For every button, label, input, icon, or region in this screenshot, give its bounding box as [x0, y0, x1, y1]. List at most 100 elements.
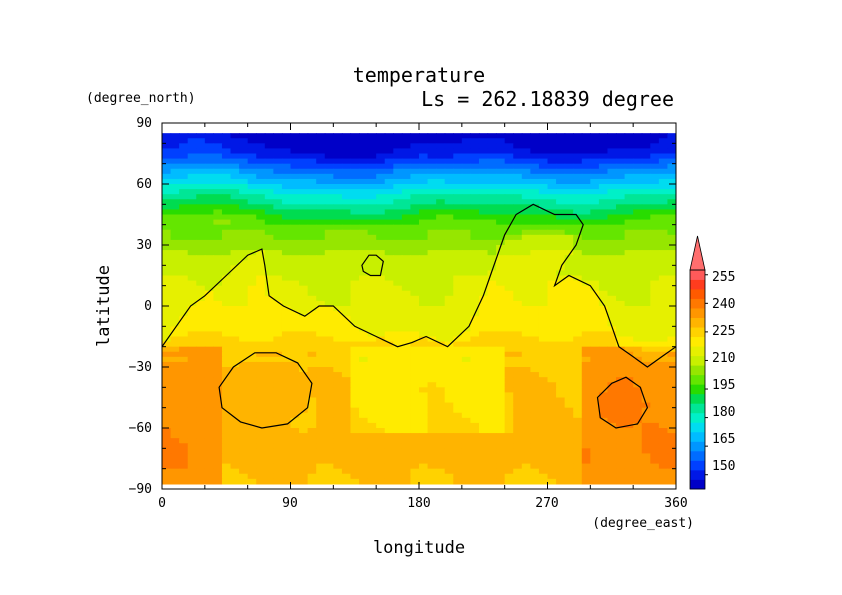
temperature-cell [221, 448, 232, 455]
temperature-cell [299, 468, 309, 475]
temperature-cell [427, 133, 437, 139]
temperature-cell [187, 402, 197, 409]
temperature-cell [564, 300, 574, 307]
temperature-cell [556, 448, 566, 455]
temperature-cell [162, 300, 172, 307]
temperature-cell [384, 392, 394, 399]
temperature-cell [521, 163, 531, 170]
temperature-cell [333, 138, 343, 144]
temperature-cell [453, 372, 463, 378]
temperature-cell [581, 326, 591, 333]
temperature-cell [324, 194, 334, 200]
temperature-cell [359, 194, 369, 200]
temperature-cell [170, 255, 180, 261]
temperature-cell [341, 428, 352, 434]
temperature-cell [187, 316, 197, 322]
temperature-cell [324, 250, 334, 256]
temperature-cell [547, 326, 557, 333]
temperature-cell [538, 341, 549, 348]
temperature-cell [616, 346, 626, 353]
temperature-cell [256, 133, 266, 139]
temperature-cell [538, 194, 549, 200]
temperature-cell [419, 224, 429, 231]
temperature-cell [333, 199, 343, 205]
temperature-cell [230, 351, 240, 358]
temperature-cell [256, 326, 266, 333]
temperature-cell [590, 397, 600, 404]
temperature-cell [256, 265, 266, 272]
temperature-cell [273, 189, 283, 195]
temperature-cell [444, 336, 454, 343]
temperature-cell [367, 367, 377, 373]
temperature-cell [333, 412, 343, 419]
temperature-cell [564, 463, 574, 470]
temperature-cell [419, 402, 429, 409]
temperature-cell [530, 326, 540, 333]
temperature-cell [367, 473, 377, 480]
temperature-cell [436, 265, 446, 272]
temperature-cell [333, 239, 343, 246]
temperature-cell [564, 270, 574, 277]
temperature-cell [504, 194, 514, 200]
temperature-cell [376, 422, 386, 429]
temperature-cell [633, 433, 643, 439]
temperature-cell [581, 458, 591, 465]
temperature-cell [290, 341, 300, 348]
temperature-cell [436, 224, 446, 231]
temperature-cell [650, 316, 660, 322]
temperature-cell [658, 300, 669, 307]
temperature-cell [299, 245, 309, 251]
temperature-cell [650, 422, 660, 429]
temperature-cell [564, 377, 574, 383]
temperature-cell [359, 199, 369, 205]
temperature-cell [179, 255, 189, 261]
temperature-cell [444, 377, 454, 383]
temperature-cell [658, 417, 669, 424]
temperature-cell [324, 300, 334, 307]
temperature-cell [461, 173, 471, 180]
temperature-cell [564, 133, 574, 139]
temperature-cell [504, 356, 514, 363]
temperature-cell [204, 417, 214, 424]
temperature-cell [607, 194, 617, 200]
temperature-cell [538, 336, 549, 343]
temperature-cell [359, 295, 369, 302]
temperature-cell [221, 458, 232, 465]
temperature-cell [564, 168, 574, 175]
temperature-cell [419, 214, 429, 221]
temperature-cell [556, 316, 566, 322]
temperature-cell [590, 438, 600, 444]
temperature-cell [470, 402, 480, 409]
temperature-cell [281, 311, 292, 317]
temperature-cell [513, 392, 523, 399]
temperature-cell [496, 229, 506, 236]
temperature-cell [401, 250, 412, 256]
temperature-cell [359, 458, 369, 465]
temperature-cell [376, 153, 386, 160]
temperature-cell [393, 250, 403, 256]
temperature-cell [427, 377, 437, 383]
temperature-cell [350, 361, 360, 368]
temperature-cell [170, 148, 180, 155]
temperature-cell [221, 219, 232, 226]
temperature-cell [367, 422, 377, 429]
temperature-cell [573, 428, 583, 434]
temperature-cell [487, 331, 497, 338]
temperature-cell [590, 443, 600, 449]
temperature-cell [667, 468, 676, 475]
temperature-cell [633, 361, 643, 368]
temperature-cell [187, 367, 197, 373]
temperature-cell [496, 300, 506, 307]
temperature-cell [179, 204, 189, 211]
temperature-cell [633, 229, 643, 236]
temperature-cell [556, 356, 566, 363]
temperature-cell [179, 341, 189, 348]
temperature-cell [273, 356, 283, 363]
temperature-cell [221, 417, 232, 424]
temperature-cell [504, 346, 514, 353]
temperature-cell [196, 214, 206, 221]
temperature-cell [239, 290, 249, 297]
temperature-cell [410, 422, 420, 429]
temperature-cell [316, 351, 326, 358]
temperature-cell [204, 300, 214, 307]
